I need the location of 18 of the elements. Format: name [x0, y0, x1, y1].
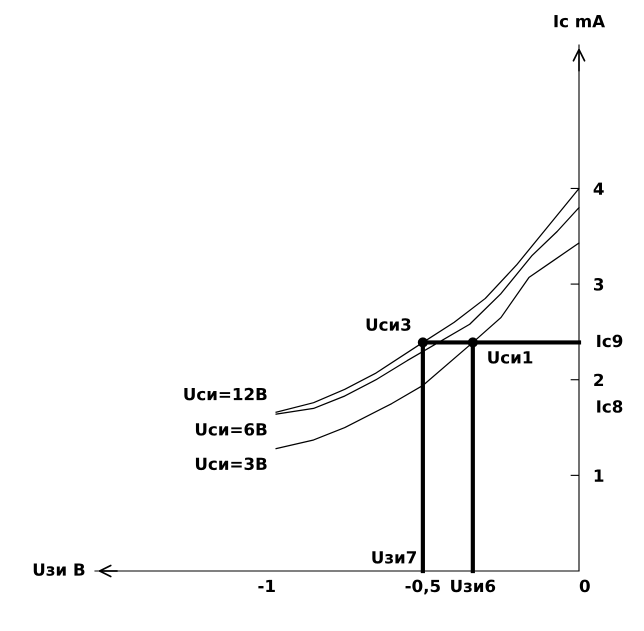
y-axis-title: Ic mA — [554, 15, 605, 28]
x-tick-label: -0,5 — [406, 580, 440, 594]
x-tick-label: 0 — [580, 580, 590, 592]
series-label: Uси=6B — [196, 423, 267, 436]
text: Ic8 — [597, 400, 622, 413]
x-axis-title: Uзи B — [34, 563, 84, 576]
annotation: Ic9 — [597, 334, 622, 348]
annotation: Uси3 — [366, 318, 410, 331]
series-label: Uси=12B — [184, 388, 267, 400]
annotation: Uси1 — [488, 351, 532, 364]
annotation: Uзи6 — [451, 580, 496, 592]
y-tick-label: 2 — [594, 374, 604, 386]
x-tick-label: -1 — [258, 580, 275, 592]
annotation: Uзи7 — [372, 551, 416, 564]
series-label: Uси=3B — [196, 457, 267, 470]
y-tick-label: 3 — [594, 278, 604, 291]
y-tick-label: 1 — [594, 470, 604, 482]
y-tick-label: 4 — [594, 182, 604, 195]
